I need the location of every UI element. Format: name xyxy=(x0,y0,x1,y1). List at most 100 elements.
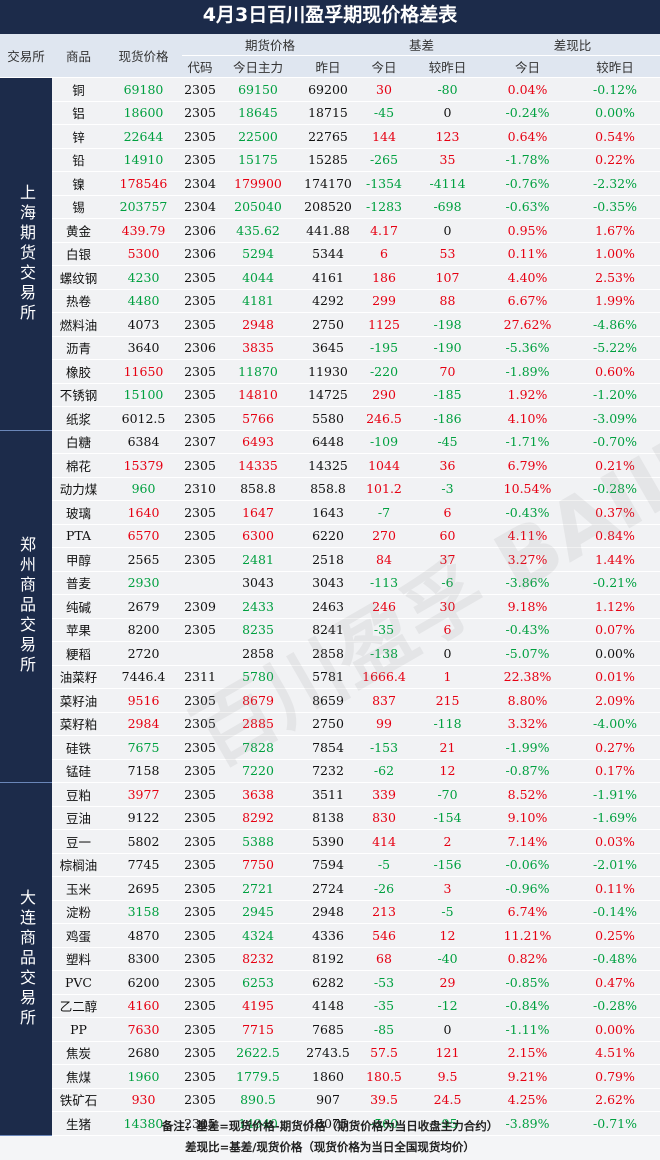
table-cell: 棕榈油 xyxy=(52,853,105,877)
table-cell: 4.25% xyxy=(485,1088,571,1112)
table-cell: 12 xyxy=(410,759,486,783)
table-cell: 3043 xyxy=(218,571,298,595)
table-cell: 21 xyxy=(410,735,486,760)
table-cell: 4870 xyxy=(105,923,182,948)
table-cell: 9.10% xyxy=(485,806,571,830)
table-row: 螺纹钢 4230 2305 4044 4161 186 107 4.40% 2.53% xyxy=(0,265,660,290)
table-cell: 2433 xyxy=(218,594,298,619)
table-cell: 9.21% xyxy=(485,1064,571,1089)
header-cell: 昨日 xyxy=(298,55,358,78)
table-cell: 2310 xyxy=(182,477,218,501)
table-cell: 5300 xyxy=(105,242,182,266)
exchange-cell: 郑州商品交易所 xyxy=(0,430,52,783)
table-cell: 不锈钢 xyxy=(52,383,105,407)
table-cell: -1354 xyxy=(358,171,410,196)
header-cell: 现货价格 xyxy=(105,34,182,78)
table-cell: 2305 xyxy=(182,148,218,172)
table-cell: 7854 xyxy=(298,735,358,760)
table-row: 热卷 4480 2305 4181 4292 299 88 6.67% 1.99% xyxy=(0,289,660,313)
table-cell: 15285 xyxy=(298,148,358,172)
table-cell: 6 xyxy=(410,500,486,525)
table-cell: 84 xyxy=(358,547,410,572)
table-cell: 8192 xyxy=(298,947,358,971)
table-cell: 15175 xyxy=(218,148,298,172)
table-row: 锌 22644 2305 22500 22765 144 123 0.64% 0.54% xyxy=(0,124,660,149)
table-cell: 414 xyxy=(358,829,410,854)
table-cell: -195 xyxy=(358,336,410,360)
table-cell: 36 xyxy=(410,453,486,478)
table-cell: 2305 xyxy=(182,547,218,572)
header-cell: 今日主力 xyxy=(218,55,298,78)
table-cell: 2305 xyxy=(182,782,218,807)
table-cell: 4480 xyxy=(105,289,182,313)
table-cell: 燃料油 xyxy=(52,312,105,337)
table-row: 锰硅 7158 2305 7220 7232 -62 12 -0.87% 0.17% xyxy=(0,759,660,783)
table-row: 锡 203757 2304 205040 208520 -1283 -698 -0.63% -0… xyxy=(0,195,660,219)
table-cell: 174170 xyxy=(298,171,358,196)
table-cell: -0.43% xyxy=(485,500,571,525)
table-cell: 7828 xyxy=(218,735,298,760)
table-cell: 焦炭 xyxy=(52,1041,105,1065)
table-cell: 8235 xyxy=(218,618,298,642)
table-cell: 30 xyxy=(358,77,410,102)
table-cell: -5 xyxy=(410,900,486,924)
table-cell: 鸡蛋 xyxy=(52,923,105,948)
table-cell: 4044 xyxy=(218,265,298,290)
table-cell: -70 xyxy=(410,782,486,807)
notes: 备注：基差=现货价格-期货价格（期货价格为当日收盘主力合约） 差现比=基差/现货价… xyxy=(0,1116,660,1158)
table-row: 白银 5300 2306 5294 5344 6 53 0.11% 1.00% xyxy=(0,242,660,266)
table-cell: 淀粉 xyxy=(52,900,105,924)
note: 差现比=基差/现货价格（现货价格为当日全国现货均价） xyxy=(185,1140,475,1154)
header-cell: 今日 xyxy=(358,55,410,78)
table-cell: 动力煤 xyxy=(52,477,105,501)
table-cell: 0.17% xyxy=(570,759,660,783)
table-cell: 2305 xyxy=(182,923,218,948)
table-cell: -4.00% xyxy=(570,712,660,736)
table-row: 玻璃 1640 2305 1647 1643 -7 6 -0.43% 0.37% xyxy=(0,500,660,525)
title: 4月3日百川盈孚期现价格差表 xyxy=(0,0,660,34)
table-cell: 0.82% xyxy=(485,947,571,971)
table-cell: 11650 xyxy=(105,359,182,384)
table-cell: 8659 xyxy=(298,688,358,713)
table-cell: 4292 xyxy=(298,289,358,313)
table-cell: 6253 xyxy=(218,970,298,995)
table-cell: 3640 xyxy=(105,336,182,360)
table-cell: 2305 xyxy=(182,77,218,102)
table-cell: 30 xyxy=(410,594,486,619)
table-cell: 3.27% xyxy=(485,547,571,572)
header-cell: 基差 xyxy=(358,34,486,56)
table-cell: 纯碱 xyxy=(52,594,105,619)
table-cell: 焦煤 xyxy=(52,1064,105,1089)
table-cell: -3.09% xyxy=(570,406,660,431)
table-row: 焦炭 2680 2305 2622.5 2743.5 57.5 121 2.15% 4.51% xyxy=(0,1041,660,1065)
table-cell: 2.53% xyxy=(570,265,660,290)
table-cell xyxy=(182,641,218,666)
table-cell: 858.8 xyxy=(298,477,358,501)
table-cell: 7158 xyxy=(105,759,182,783)
table-cell: 塑料 xyxy=(52,947,105,971)
table-cell: -85 xyxy=(358,1017,410,1042)
table-cell: 2305 xyxy=(182,265,218,290)
table-cell: -220 xyxy=(358,359,410,384)
table-cell: 69150 xyxy=(218,77,298,102)
table-cell: 2750 xyxy=(298,312,358,337)
table-cell: 2305 xyxy=(182,524,218,548)
table-cell: 6220 xyxy=(298,524,358,548)
table-cell: 2311 xyxy=(182,665,218,689)
table-cell: 0.03% xyxy=(570,829,660,854)
table-cell: -53 xyxy=(358,970,410,995)
header-row: 交易所 商品 现货价格 期货价格 基差 差现比 xyxy=(0,34,660,78)
table-cell: 6.79% xyxy=(485,453,571,478)
table-cell: 2622.5 xyxy=(218,1041,298,1065)
table-cell: 6200 xyxy=(105,970,182,995)
table-row: 普麦 2930 3043 3043 -113 -6 -3.86% -0.21% xyxy=(0,571,660,595)
table-cell: -1.20% xyxy=(570,383,660,407)
table-cell: 1044 xyxy=(358,453,410,478)
table-cell: 15075 xyxy=(298,1111,358,1136)
table-cell: 890.5 xyxy=(218,1088,298,1112)
table-cell: 豆一 xyxy=(52,829,105,854)
table-cell: 菜籽油 xyxy=(52,688,105,713)
table-cell: 2305 xyxy=(182,876,218,901)
table-cell: -0.24% xyxy=(485,101,571,125)
table-cell: 299 xyxy=(358,289,410,313)
